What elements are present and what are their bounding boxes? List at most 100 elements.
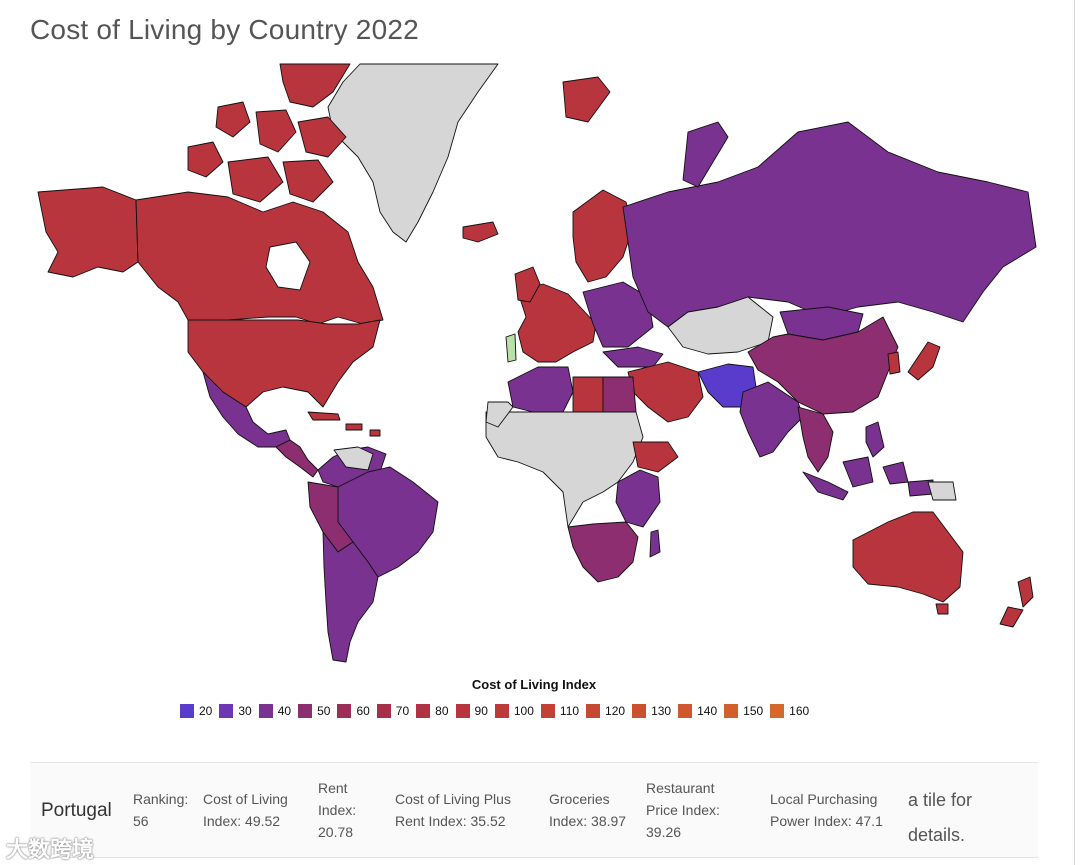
legend-swatch bbox=[724, 704, 739, 718]
legend-label: 20 bbox=[199, 704, 213, 718]
legend-label: 90 bbox=[474, 704, 488, 718]
legend-item[interactable]: 60 bbox=[337, 704, 370, 718]
country-russia[interactable] bbox=[622, 121, 1037, 328]
legend-label: 70 bbox=[395, 704, 410, 718]
map-legend: 20 30 40 50 60 70 80 90 100 110 120 130 140 150 160 bbox=[180, 703, 816, 719]
legend-swatch bbox=[219, 704, 234, 718]
legend-item[interactable]: 40 bbox=[258, 704, 292, 718]
page-title: Cost of Living by Country 2022 bbox=[30, 14, 419, 45]
country-greenland[interactable] bbox=[327, 63, 499, 243]
frame-border bbox=[1074, 0, 1075, 865]
legend-item[interactable]: 130 bbox=[632, 704, 671, 718]
legend-item[interactable]: 90 bbox=[455, 704, 488, 718]
legend-label: 40 bbox=[277, 704, 292, 718]
watermark: 大数跨境 bbox=[6, 837, 95, 862]
legend-swatch bbox=[540, 704, 555, 718]
country-western-sahara[interactable] bbox=[485, 401, 514, 428]
country-central-america[interactable] bbox=[275, 439, 319, 478]
legend-item[interactable]: 150 bbox=[724, 704, 763, 718]
legend-swatch bbox=[678, 704, 693, 718]
country-east-africa[interactable] bbox=[615, 469, 661, 528]
legend-item[interactable]: 70 bbox=[376, 704, 410, 718]
legend-item[interactable]: 110 bbox=[540, 704, 580, 718]
country-portugal[interactable] bbox=[505, 333, 517, 363]
legend-label: 100 bbox=[513, 704, 534, 718]
legend-label: 80 bbox=[435, 704, 449, 718]
country-southern-africa[interactable] bbox=[567, 521, 639, 583]
legend-item[interactable]: 120 bbox=[586, 704, 625, 718]
legend-swatch bbox=[376, 704, 391, 718]
country-india[interactable] bbox=[739, 381, 804, 458]
country-russia-north-island[interactable] bbox=[682, 121, 729, 188]
detail-hint: a tile for details. bbox=[908, 790, 973, 845]
legend-item[interactable]: 30 bbox=[219, 704, 252, 718]
legend-label: 120 bbox=[605, 704, 626, 718]
country-scandinavia[interactable] bbox=[572, 189, 634, 283]
country-middle-east[interactable] bbox=[627, 361, 704, 423]
country-guianas[interactable] bbox=[333, 446, 374, 471]
country-southeast-asia[interactable] bbox=[797, 406, 834, 473]
legend-swatch bbox=[770, 704, 785, 718]
legend-swatch bbox=[455, 704, 470, 718]
legend-item[interactable]: 20 bbox=[180, 704, 212, 718]
legend-item[interactable]: 80 bbox=[416, 704, 449, 718]
country-egypt[interactable] bbox=[602, 376, 637, 413]
legend-label: 130 bbox=[651, 704, 672, 718]
country-png[interactable] bbox=[927, 481, 957, 501]
country-japan[interactable] bbox=[907, 341, 941, 381]
legend-swatch bbox=[416, 704, 431, 718]
country-korea[interactable] bbox=[887, 351, 901, 375]
legend-swatch bbox=[258, 704, 273, 718]
legend-title: Cost of Living Index bbox=[471, 677, 597, 692]
country-canada[interactable] bbox=[135, 191, 384, 325]
legend-swatch bbox=[586, 704, 601, 718]
country-europe-west[interactable] bbox=[517, 283, 597, 363]
world-map[interactable] bbox=[28, 62, 1040, 668]
country-detail-panel: Portugal Ranking: 56 Cost of Living Inde… bbox=[30, 762, 1038, 858]
legend-swatch bbox=[337, 704, 352, 718]
legend-label: 60 bbox=[356, 704, 370, 718]
country-alaska[interactable] bbox=[37, 186, 139, 278]
country-philippines[interactable] bbox=[865, 421, 885, 458]
country-china[interactable] bbox=[747, 316, 899, 415]
country-canada-arctic[interactable] bbox=[187, 63, 351, 203]
detail-ranking: Ranking: 56 bbox=[133, 791, 189, 829]
legend-label: 110 bbox=[559, 704, 580, 718]
legend-item[interactable]: 50 bbox=[298, 704, 330, 718]
legend-label: 150 bbox=[743, 704, 764, 718]
country-caribbean[interactable] bbox=[307, 411, 381, 437]
country-new-zealand[interactable] bbox=[999, 576, 1034, 628]
country-tasmania[interactable] bbox=[935, 603, 949, 615]
detail-col-plus-rent: Cost of Living Plus Rent Index: 35.52 bbox=[395, 791, 511, 829]
legend-label: 30 bbox=[238, 704, 252, 718]
country-argentina-chile[interactable] bbox=[322, 531, 379, 663]
country-ethiopia[interactable] bbox=[632, 441, 679, 473]
legend-swatch bbox=[298, 704, 313, 718]
legend-label: 50 bbox=[317, 704, 331, 718]
legend-item[interactable]: 160 bbox=[770, 704, 809, 718]
country-australia[interactable] bbox=[852, 511, 964, 603]
country-svalbard[interactable] bbox=[562, 76, 611, 123]
country-uk[interactable] bbox=[514, 266, 541, 303]
detail-rent-index: Rent Index: 20.78 bbox=[318, 780, 357, 840]
legend-swatch bbox=[180, 704, 194, 718]
detail-country-name: Portugal bbox=[41, 800, 112, 821]
country-indonesia[interactable] bbox=[802, 456, 934, 501]
detail-local-purchasing: Local Purchasing Power Index: 47.1 bbox=[770, 791, 883, 829]
legend-item[interactable]: 140 bbox=[678, 704, 717, 718]
country-libya[interactable] bbox=[572, 376, 604, 413]
legend-swatch bbox=[632, 704, 647, 718]
country-north-africa[interactable] bbox=[507, 366, 574, 413]
detail-cost-of-living: Cost of Living Index: 49.52 bbox=[203, 791, 288, 829]
country-central-asia[interactable] bbox=[667, 296, 774, 355]
legend-label: 160 bbox=[789, 704, 810, 718]
country-iceland[interactable] bbox=[462, 221, 499, 243]
country-madagascar[interactable] bbox=[649, 529, 661, 558]
detail-restaurant: Restaurant Price Index: 39.26 bbox=[646, 780, 720, 840]
legend-item[interactable]: 100 bbox=[494, 704, 534, 718]
country-turkey[interactable] bbox=[602, 346, 664, 368]
legend-label: 140 bbox=[697, 704, 718, 718]
detail-groceries: Groceries Index: 38.97 bbox=[549, 791, 627, 829]
country-west-central-africa[interactable] bbox=[485, 411, 644, 528]
country-eastern-europe[interactable] bbox=[582, 281, 654, 348]
